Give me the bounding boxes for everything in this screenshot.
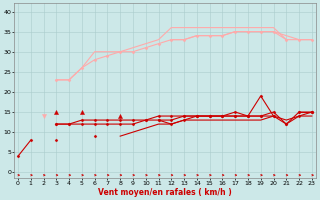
X-axis label: Vent moyen/en rafales ( km/h ): Vent moyen/en rafales ( km/h ) <box>98 188 232 197</box>
